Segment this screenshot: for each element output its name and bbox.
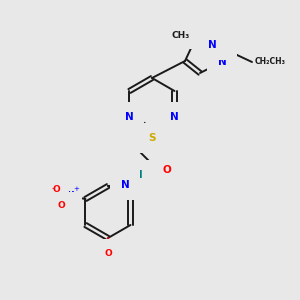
Text: O: O <box>104 248 112 257</box>
Text: N: N <box>170 112 179 122</box>
Text: -: - <box>52 184 55 193</box>
Text: O: O <box>163 165 171 175</box>
Text: N: N <box>66 191 73 200</box>
Text: N: N <box>218 57 226 67</box>
Text: +: + <box>74 186 80 192</box>
Text: CH₂CH₃: CH₂CH₃ <box>255 58 286 67</box>
Text: CH₃: CH₃ <box>172 31 190 40</box>
Text: N: N <box>208 40 216 50</box>
Text: N: N <box>121 180 129 190</box>
Text: N: N <box>125 112 134 122</box>
Text: H: H <box>134 170 142 180</box>
Text: O: O <box>52 184 60 194</box>
Text: S: S <box>148 133 156 143</box>
Text: O: O <box>58 202 65 211</box>
